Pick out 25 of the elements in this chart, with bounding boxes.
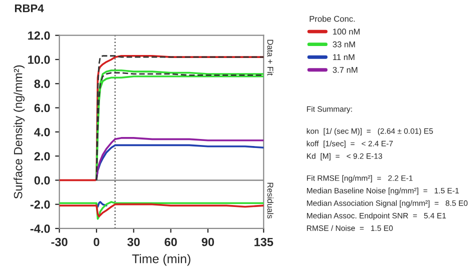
y-tick-label: 12.0 bbox=[28, 31, 50, 40]
legend-title: Probe Conc. bbox=[310, 16, 355, 22]
y-axis-title: Surface Density (ng/mm²) bbox=[14, 65, 25, 199]
y-tick-label: 0.0 bbox=[34, 176, 50, 185]
x-tick-label: 30 bbox=[127, 238, 140, 246]
y-tick-label: -2.0 bbox=[30, 200, 50, 209]
legend-label: 3.7 nM bbox=[332, 66, 358, 73]
x-axis-title: Time (min) bbox=[132, 254, 190, 266]
y-tick-label: 4.0 bbox=[34, 128, 50, 136]
x-tick-label: 60 bbox=[164, 238, 177, 246]
text: Residuals bbox=[267, 182, 274, 218]
chart-title: RBP4 bbox=[14, 4, 44, 12]
y-tick-label: 8.0 bbox=[34, 80, 50, 88]
legend-label: 33 nM bbox=[332, 41, 355, 48]
x-tick-label: 0 bbox=[94, 238, 100, 246]
legend-label: 100 nM bbox=[333, 28, 360, 35]
x-tick-label: -30 bbox=[51, 238, 68, 246]
x-tick-label: 90 bbox=[202, 238, 214, 246]
y-tick-label: 2.0 bbox=[34, 152, 50, 160]
y-tick-label: 6.0 bbox=[34, 104, 50, 112]
x-tick-label: 135 bbox=[254, 238, 274, 246]
y-tick-label: 10.0 bbox=[28, 56, 50, 64]
text: Data + Fit bbox=[267, 40, 274, 76]
legend-label: 11 nM bbox=[333, 54, 354, 60]
y-tick-label: -4.0 bbox=[30, 224, 50, 233]
